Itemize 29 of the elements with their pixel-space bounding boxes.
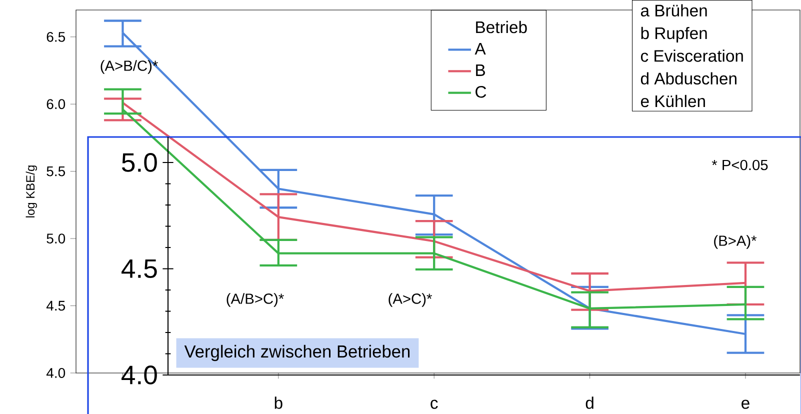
annotation: d Abduschen (640, 72, 736, 85)
legend-label: A (474, 43, 486, 54)
y2-tick-label: 4.0 (122, 366, 157, 384)
annotation: Vergleich zwischen Betrieben (184, 344, 410, 362)
annotation: c Evisceration (640, 50, 743, 62)
annotation: e Kühlen (640, 94, 705, 108)
y2-tick-label: 5.0 (122, 153, 157, 172)
annotation: a Brühen (640, 4, 707, 17)
x-tick-label: e (742, 400, 750, 409)
y-tick-label: 4.0 (46, 368, 66, 378)
legend-title: Betrieb (476, 20, 527, 34)
x-tick-label: b (274, 396, 282, 409)
annotation: (A>C)* (388, 293, 432, 307)
annotation: b Rupfen (641, 26, 707, 42)
annotation: (A/B>C)* (226, 293, 284, 307)
x-tick-label: c (430, 400, 438, 409)
y-tick-label: 5.5 (46, 166, 66, 176)
y-tick-label: 6.5 (46, 32, 66, 42)
legend-label: C (476, 86, 486, 98)
y2-tick-label: 4.5 (122, 259, 157, 278)
annotation: (A>B/C)* (100, 60, 158, 74)
y-axis-title: log KBE/g (26, 166, 37, 218)
legend-label: B (476, 64, 485, 76)
y-tick-label: 5.0 (46, 234, 66, 244)
annotation: * P<0.05 (712, 160, 768, 170)
x-tick-label: d (586, 396, 594, 409)
annotation: (B>A)* (714, 235, 757, 249)
y-tick-label: 4.5 (46, 300, 66, 311)
y-tick-label: 6.0 (46, 99, 66, 110)
